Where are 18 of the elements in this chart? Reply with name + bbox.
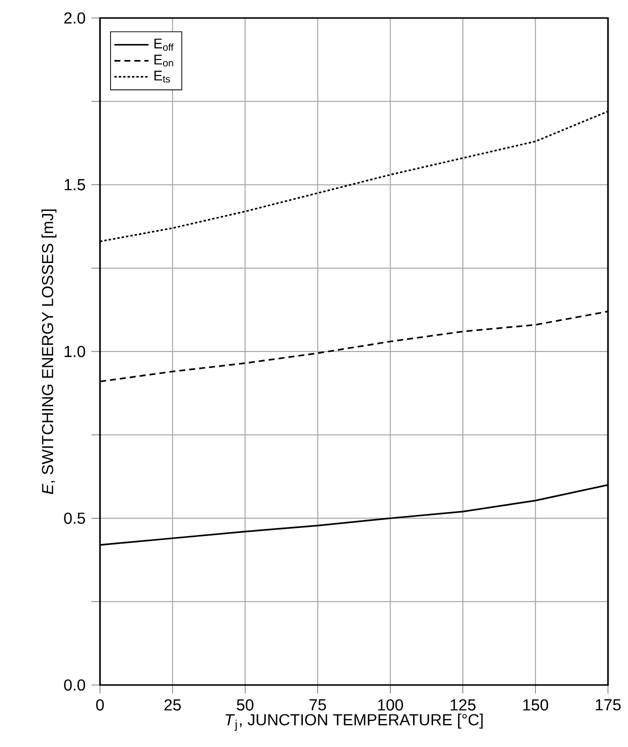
x-axis-title: T$_{j}$, JUNCTION TEMPERATURE [°C] — [226, 714, 483, 731]
x-tick-label: 175 — [596, 699, 621, 710]
legend-label: E$_{off}$ — [154, 38, 174, 51]
y-tick-label: 0.0 — [64, 679, 86, 691]
y-tick-label: 2.0 — [64, 12, 86, 24]
y-tick-label: 1.5 — [64, 179, 86, 190]
x-tick-label: 25 — [164, 699, 181, 711]
legend-label: E$_{on}$ — [154, 54, 174, 66]
x-tick-label: 50 — [236, 699, 254, 711]
x-tick-label: 125 — [450, 699, 476, 711]
x-tick-label: 75 — [310, 699, 326, 710]
y-tick-label: 1.0 — [64, 346, 86, 358]
x-tick-label: 100 — [378, 699, 404, 711]
y-tick-label: 0.5 — [64, 512, 86, 524]
legend-label: E$_{ts}$ — [154, 70, 170, 83]
x-tick-label: 0 — [96, 699, 104, 711]
x-tick-label: 150 — [523, 699, 548, 711]
y-axis-title: E, SWITCHING ENERGY LOSSES [mJ] — [41, 210, 56, 494]
